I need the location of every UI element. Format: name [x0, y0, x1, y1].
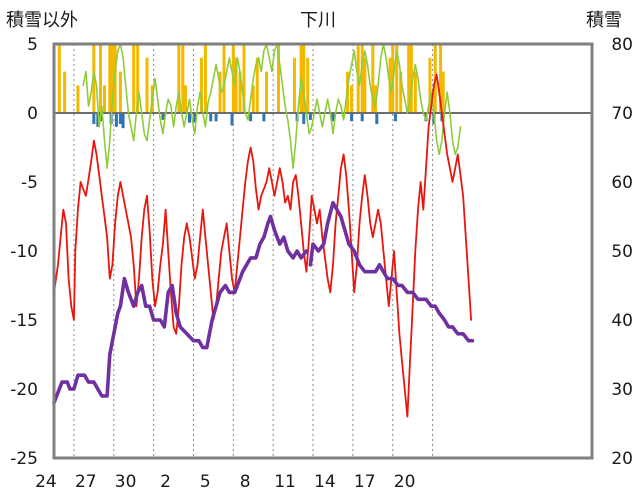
x-tick-label: 17 — [354, 472, 376, 492]
left-axis-label: 積雪以外 — [6, 10, 78, 31]
precipitation-bar — [439, 44, 443, 113]
chart-title: 下川 — [300, 10, 336, 31]
y-tick-label-left: -15 — [10, 311, 38, 331]
y-tick-label-left: 5 — [27, 35, 38, 55]
precipitation-bar — [57, 44, 61, 113]
precipitation-bar — [132, 44, 136, 113]
precipitation-bar — [108, 44, 112, 113]
y-tick-label-left: -20 — [10, 380, 38, 400]
right-axis-label: 積雪 — [586, 10, 622, 31]
precipitation-bar — [371, 44, 375, 113]
precipitation-bar — [184, 85, 188, 113]
y-tick-label-right: 60 — [611, 173, 633, 193]
precipitation-bar — [360, 44, 364, 113]
sunshine-bar — [230, 113, 234, 126]
plot-frame — [52, 42, 594, 460]
x-tick-label: 27 — [75, 472, 97, 492]
precipitation-bar — [181, 44, 185, 113]
y-tick-label-right: 20 — [611, 449, 633, 469]
sunshine-bar — [302, 113, 306, 125]
snow_depth-line — [308, 200, 475, 343]
y-tick-label-left: 0 — [27, 104, 38, 124]
precipitation-bar — [363, 57, 367, 113]
precipitation-bar — [136, 44, 140, 113]
x-tick-label: 24 — [35, 472, 57, 492]
precipitation-bar — [428, 57, 432, 113]
y-tick-label-right: 70 — [611, 104, 633, 124]
precipitation-bar — [76, 85, 80, 113]
x-tick-label: 11 — [274, 472, 296, 492]
y-tick-label-left: -10 — [10, 242, 38, 262]
y-tick-label-right: 50 — [611, 242, 633, 262]
precipitation-bar — [145, 57, 149, 113]
precipitation-bar — [373, 85, 377, 113]
x-tick-label: 14 — [314, 472, 336, 492]
precipitation-bar — [177, 44, 181, 113]
sunshine-bar — [161, 113, 165, 120]
sunshine-bar — [187, 113, 191, 123]
sunshine-bar — [350, 113, 354, 122]
precipitation-bar — [102, 85, 106, 113]
precipitation-bar — [199, 57, 203, 113]
precipitation-bar — [409, 44, 413, 113]
precipitation-bar — [234, 57, 238, 113]
precipitation-bar — [242, 44, 246, 113]
precipitation-bar — [265, 71, 269, 113]
y-tick-label-left: -25 — [10, 449, 38, 469]
y-tick-label-right: 80 — [611, 35, 633, 55]
humidity-line — [82, 43, 462, 169]
precipitation-bar — [251, 85, 255, 113]
sunshine-bar — [96, 113, 100, 127]
precipitation-bar — [238, 71, 242, 113]
precipitation-bar — [413, 71, 417, 113]
precipitation-bar — [98, 44, 102, 113]
precipitation-bar — [395, 44, 399, 113]
precipitation-bar — [350, 85, 354, 113]
precipitation-bar — [222, 44, 226, 113]
precipitation-bar — [255, 57, 259, 113]
sunshine-bar — [92, 113, 96, 125]
sunshine-bar — [375, 113, 379, 125]
precipitation-bar — [110, 44, 114, 113]
precipitation-bar — [306, 57, 310, 113]
sunshine-bar — [262, 113, 266, 122]
sunshine-bar — [331, 113, 335, 122]
x-tick-label: 8 — [240, 472, 251, 492]
precipitation-bar — [407, 44, 411, 113]
temperature-line — [53, 73, 472, 418]
precipitation-bar — [302, 44, 306, 113]
sunshine-bar — [193, 113, 197, 123]
plot-area — [52, 43, 592, 458]
sunshine-bar — [249, 113, 253, 122]
sunshine-bar — [121, 113, 125, 129]
precipitation-bar — [63, 71, 67, 113]
sunshine-bar — [308, 113, 312, 120]
precipitation-bar — [203, 44, 207, 113]
precipitation-bar — [276, 44, 280, 113]
x-tick-label: 5 — [200, 472, 211, 492]
y-tick-label-right: 40 — [611, 311, 633, 331]
x-tick-label: 30 — [115, 472, 137, 492]
sunshine-bar — [393, 113, 397, 122]
sunshine-bar — [209, 113, 213, 122]
sunshine-bar — [114, 113, 118, 127]
precipitation-bar — [441, 71, 445, 113]
y-tick-label-right: 30 — [611, 380, 633, 400]
precipitation-bar — [399, 71, 403, 113]
precipitation-bar — [92, 44, 96, 113]
precipitation-bar — [292, 57, 296, 113]
x-tick-label: 2 — [160, 472, 171, 492]
precipitation-bar — [118, 71, 122, 113]
sunshine-bar — [214, 113, 218, 122]
sunshine-bar — [118, 113, 122, 125]
x-tick-label: 20 — [394, 472, 416, 492]
sunshine-bar — [360, 113, 364, 122]
snow_depth-line — [52, 214, 309, 405]
precipitation-bar — [218, 71, 222, 113]
y-tick-label-left: -5 — [21, 173, 38, 193]
